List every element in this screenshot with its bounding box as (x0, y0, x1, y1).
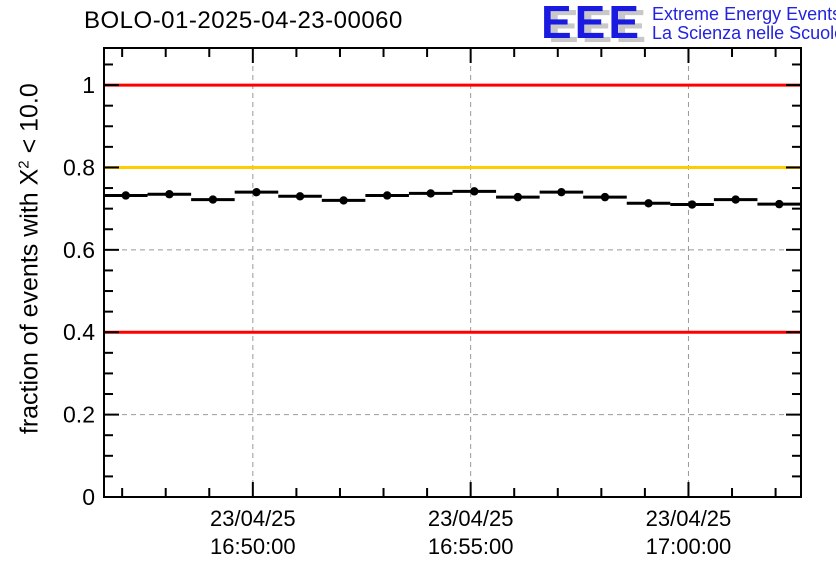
data-point (731, 195, 740, 204)
y-title-post: < 10.0 (15, 83, 44, 161)
x-tick-label-date: 23/04/25 (646, 506, 732, 531)
logo-line2: La Scienza nelle Scuole (652, 23, 836, 43)
data-point (295, 192, 305, 201)
data-point (339, 196, 348, 205)
data-point (426, 189, 435, 198)
x-tick-label-time: 17:00:00 (646, 534, 732, 559)
eee-logo-text: Extreme Energy Events La Scienza nelle S… (652, 5, 836, 43)
chart-title: BOLO-01-2025-04-23-00060 (84, 7, 403, 34)
logo-line1: Extreme Energy Events (652, 4, 836, 24)
data-point (557, 187, 566, 197)
data-point (775, 199, 784, 209)
data-point (513, 192, 523, 202)
data-point (208, 195, 218, 204)
x-tick-label-time: 16:55:00 (428, 534, 514, 559)
x-tick-label-time: 16:50:00 (210, 534, 296, 559)
data-point (165, 190, 174, 199)
y-tick-label: 0.8 (63, 154, 95, 180)
y-tick-label: 0.4 (63, 319, 95, 345)
y-tick-label: 1 (82, 72, 95, 98)
data-point (382, 191, 392, 200)
data-point (687, 200, 697, 209)
x-tick-label-date: 23/04/25 (428, 506, 514, 531)
y-tick-label: 0.6 (63, 237, 95, 263)
y-axis-title: fraction of events with X2 < 10.0 (15, 43, 44, 475)
data-point (121, 191, 130, 200)
y-tick-label: 0 (82, 484, 95, 510)
y-tick-label: 0.2 (63, 402, 95, 428)
data-point (600, 192, 610, 202)
y-title-pre: fraction of events with X (15, 168, 44, 435)
data-point (644, 199, 653, 208)
y-title-sup: 2 (15, 160, 33, 169)
eee-logo-letters: EEE (541, 0, 643, 48)
eee-logo: EEE Extreme Energy Events La Scienza nel… (541, 0, 836, 48)
data-point (252, 187, 261, 197)
x-tick-label-date: 23/04/25 (210, 506, 296, 531)
plot-frame (103, 47, 802, 498)
data-point (470, 187, 479, 196)
